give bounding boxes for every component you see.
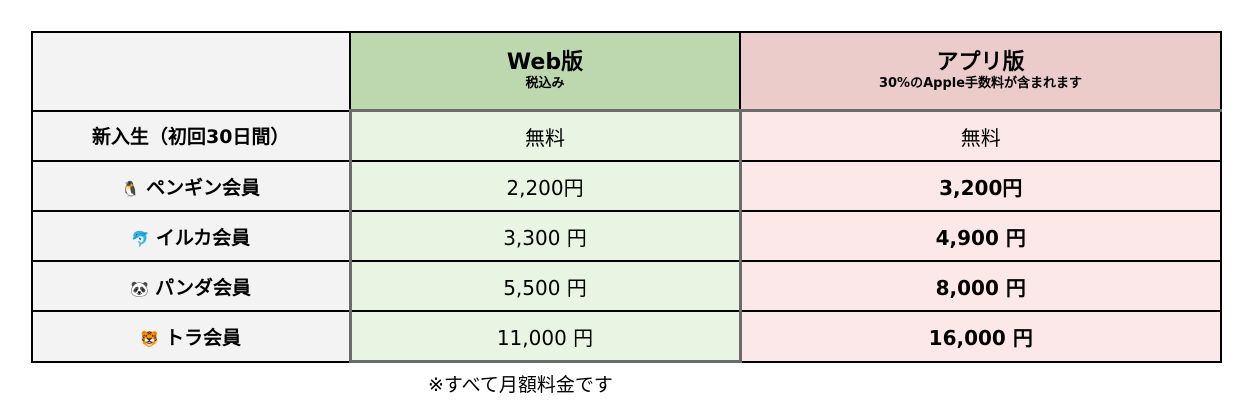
row-label: 新入生（初回30日間） — [31, 109, 351, 162]
web-price: 3,300 円 — [348, 210, 742, 262]
penguin-icon: 🐧 — [121, 179, 141, 198]
row-label: 🐧 ペンギン会員 — [31, 160, 351, 212]
app-price: 8,000 円 — [739, 260, 1222, 312]
app-price: 16,000 円 — [739, 310, 1222, 363]
dolphin-icon: 🐬 — [131, 229, 150, 248]
row-label-text: ペンギン会員 — [146, 176, 261, 199]
table-row: 新入生（初回30日間） 無料 無料 — [31, 109, 1222, 162]
corner-cell — [31, 31, 351, 112]
panda-icon: 🐼 — [130, 279, 150, 298]
row-label-text: トラ会員 — [165, 326, 242, 349]
table-row: 🐧 ペンギン会員 2,200円 3,200円 — [31, 160, 1222, 212]
pricing-table: Web版 税込み アプリ版 30%のApple手数料が含まれます 新入生（初回3… — [31, 31, 1222, 363]
row-label: 🐯 トラ会員 — [31, 310, 351, 363]
row-label: 🐬 イルカ会員 — [31, 210, 351, 262]
row-label-text: 新入生（初回30日間） — [92, 126, 290, 149]
table-row: 🐬 イルカ会員 3,300 円 4,900 円 — [31, 210, 1222, 262]
app-header: アプリ版 30%のApple手数料が含まれます — [739, 31, 1222, 112]
app-price: 4,900 円 — [739, 210, 1222, 262]
tiger-icon: 🐯 — [140, 329, 160, 348]
app-price: 3,200円 — [739, 160, 1222, 212]
footnote: ※すべて月額料金です — [428, 374, 613, 396]
header-row: Web版 税込み アプリ版 30%のApple手数料が含まれます — [31, 31, 1222, 112]
table-row: 🐯 トラ会員 11,000 円 16,000 円 — [31, 310, 1222, 363]
web-price: 2,200円 — [348, 160, 742, 212]
web-subtitle: 税込み — [525, 76, 565, 91]
row-label-text: イルカ会員 — [155, 226, 251, 249]
table-row: 🐼 パンダ会員 5,500 円 8,000 円 — [31, 260, 1222, 312]
app-subtitle: 30%のApple手数料が含まれます — [878, 76, 1083, 91]
web-title: Web版 — [506, 50, 584, 75]
web-header: Web版 税込み — [349, 31, 741, 112]
web-price: 11,000 円 — [348, 310, 742, 363]
app-title: アプリ版 — [936, 50, 1025, 75]
row-label: 🐼 パンダ会員 — [31, 260, 351, 312]
web-price: 無料 — [348, 109, 742, 162]
web-price: 5,500 円 — [348, 260, 742, 312]
row-label-text: パンダ会員 — [155, 276, 252, 299]
app-price: 無料 — [739, 109, 1222, 162]
